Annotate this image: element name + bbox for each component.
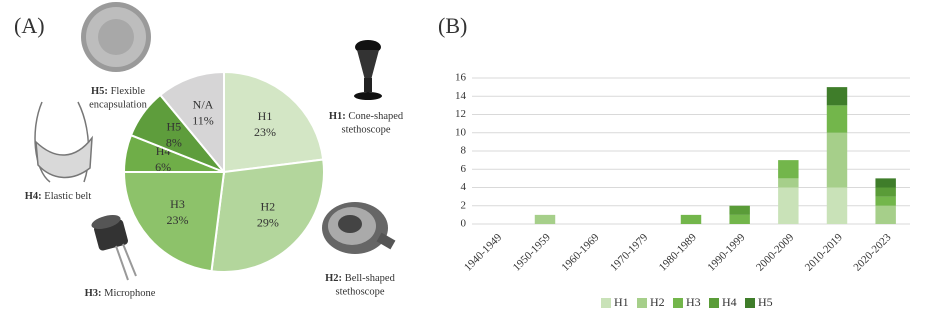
annotation-key: H5: xyxy=(91,86,108,97)
annotation-text: Cone-shaped xyxy=(348,111,404,122)
bar-segment xyxy=(875,178,895,187)
legend-swatch xyxy=(637,298,647,308)
bar-segment xyxy=(729,215,749,224)
legend-label: H4 xyxy=(722,295,737,309)
annotation-text: stethoscope xyxy=(336,286,385,297)
y-tick-label: 2 xyxy=(461,199,467,211)
y-tick-label: 0 xyxy=(461,218,467,230)
bar-segment xyxy=(827,87,847,105)
annotation: H1: Cone-shaped xyxy=(329,111,404,122)
annotation-text: Elastic belt xyxy=(44,191,91,202)
bar-segment xyxy=(729,206,749,215)
figure: (A) H1 23% H2 29% H3 23% H4 6% H5 8% N/A 11% H1: Cone… xyxy=(0,0,928,311)
annotation: H2: Bell-shaped xyxy=(325,273,395,284)
y-tick-label: 12 xyxy=(455,108,466,120)
annotation-key: H4: xyxy=(25,191,42,202)
bar-segment xyxy=(875,206,895,224)
icon-elastic-belt xyxy=(35,102,92,182)
legend-swatch xyxy=(745,298,755,308)
y-tick-label: 16 xyxy=(455,72,467,84)
legend-swatch xyxy=(709,298,719,308)
bar-segment xyxy=(827,188,847,225)
x-tick-label: 1990-1999 xyxy=(705,231,748,274)
x-tick-label: 1940-1949 xyxy=(462,231,505,274)
legend-label: H3 xyxy=(686,295,701,309)
annotation-text: stethoscope xyxy=(342,124,391,135)
panel-label: (B) xyxy=(438,13,467,38)
bar-segment xyxy=(875,197,895,206)
bar-segment xyxy=(778,178,798,187)
annotation-key: H1: xyxy=(329,111,346,122)
annotation: H5: Flexible xyxy=(91,86,145,97)
legend-swatch xyxy=(601,298,611,308)
bar-segment xyxy=(827,133,847,188)
annotation: H4: Elastic belt xyxy=(25,191,92,202)
annotation-text: Flexible xyxy=(111,86,146,97)
slice-category: H1 xyxy=(258,109,273,123)
legend-swatch xyxy=(673,298,683,308)
icon-bell-stethoscope xyxy=(322,202,395,254)
y-tick-label: 10 xyxy=(455,126,467,138)
annotation-key: H3: xyxy=(85,288,102,299)
slice-category: H5 xyxy=(167,119,182,133)
y-tick-label: 14 xyxy=(455,90,467,102)
panel-label: (A) xyxy=(14,13,45,38)
x-tick-label: 2010-2019 xyxy=(803,231,846,274)
x-tick-label: 1950-1959 xyxy=(511,231,554,274)
y-tick-label: 4 xyxy=(461,181,467,193)
slice-value-label: 11% xyxy=(192,113,214,127)
icon-flexible-encapsulation xyxy=(81,2,151,72)
x-tick-label: 2020-2023 xyxy=(851,231,894,274)
slice-value-label: 23% xyxy=(254,125,276,139)
slice-category: H3 xyxy=(170,197,185,211)
bar-segment xyxy=(778,160,798,178)
x-tick-label: 2000-2009 xyxy=(754,231,797,274)
slice-category: N/A xyxy=(193,97,214,111)
annotation-key: H2: xyxy=(325,273,342,284)
x-tick-label: 1980-1989 xyxy=(657,231,700,274)
slice-category: H2 xyxy=(261,200,276,214)
bar-segment xyxy=(827,105,847,132)
legend-label: H5 xyxy=(758,295,773,309)
annotation-text: Microphone xyxy=(104,288,156,299)
bar-segment xyxy=(778,188,798,225)
x-tick-label: 1970-1979 xyxy=(608,231,651,274)
annotation-text: Bell-shaped xyxy=(345,273,396,284)
slice-value-label: 6% xyxy=(155,160,171,174)
bar-segment xyxy=(875,188,895,197)
slice-value-label: 23% xyxy=(166,213,188,227)
annotation: H3: Microphone xyxy=(85,288,156,299)
bar-segment xyxy=(681,215,701,224)
bar-segment xyxy=(535,215,555,224)
y-tick-label: 8 xyxy=(461,145,467,157)
icon-cone-stethoscope xyxy=(354,40,382,100)
x-tick-label: 1960-1969 xyxy=(559,231,602,274)
slice-value-label: 29% xyxy=(257,216,279,230)
legend-label: H1 xyxy=(614,295,629,309)
annotation-text: encapsulation xyxy=(89,99,147,110)
slice-value-label: 8% xyxy=(166,135,182,149)
icon-microphone xyxy=(90,212,136,280)
y-tick-label: 6 xyxy=(461,163,467,175)
pie-slice xyxy=(224,72,323,172)
legend-label: H2 xyxy=(650,295,665,309)
